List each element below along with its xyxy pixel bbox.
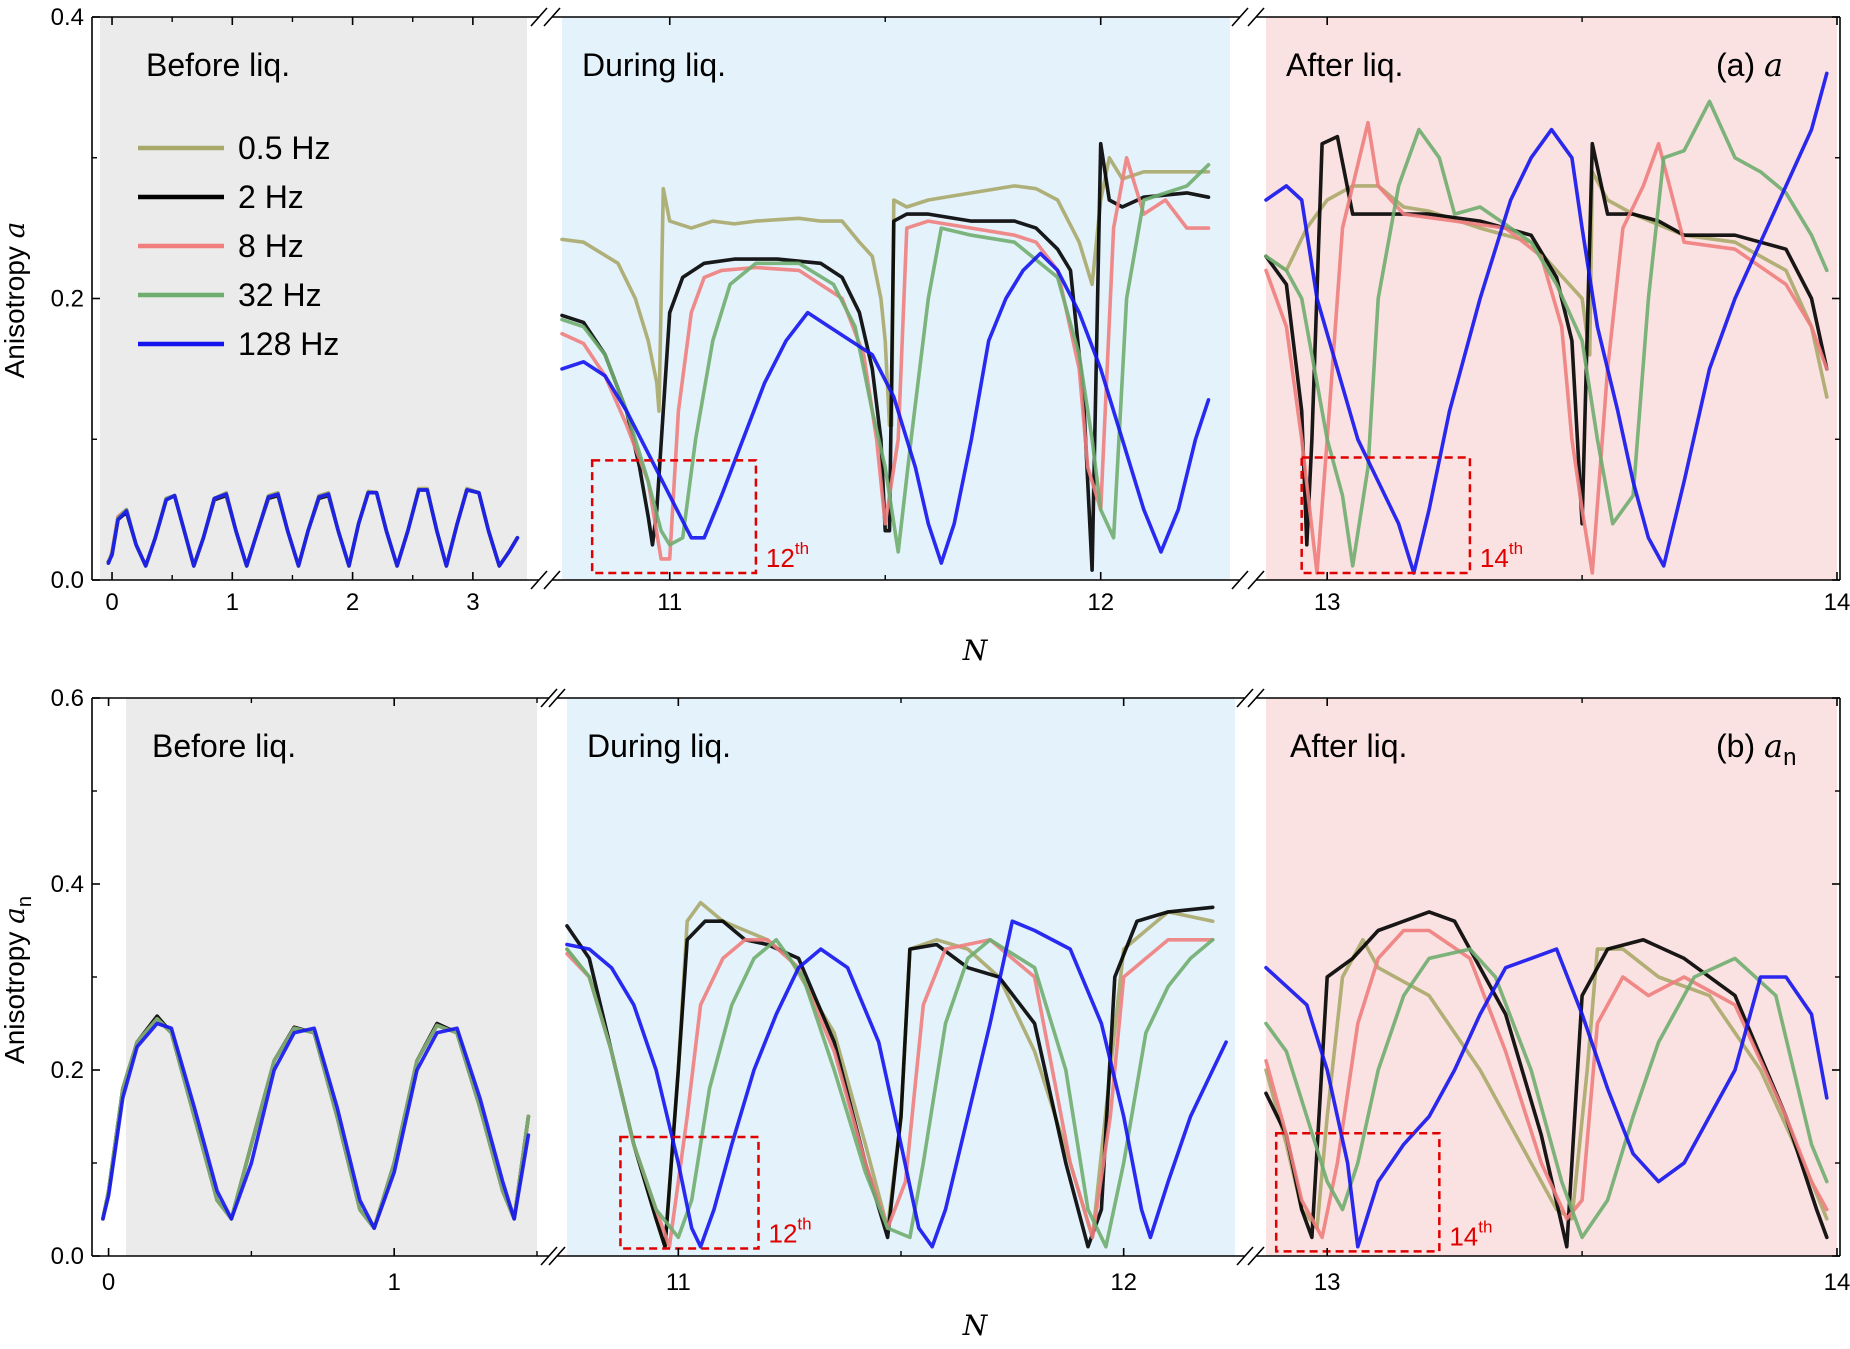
cycle-label-superscript: th: [797, 1215, 811, 1234]
x-tick-label: 0: [105, 589, 118, 616]
data-line: [565, 938, 1215, 1249]
x-tick-label: 12: [1087, 589, 1114, 616]
axis-break-mark: [1236, 688, 1254, 708]
axis-break-mark: [1231, 7, 1249, 27]
axis-break-mark: [1247, 7, 1265, 27]
y-axis-title: Anisotropy a: [0, 222, 31, 379]
data-line: [106, 488, 520, 568]
y-tick-label: 0.4: [51, 871, 84, 898]
panel-symbol-subscript: n: [1783, 744, 1796, 771]
data-line: [1264, 947, 1829, 1249]
y-axis-symbol: a: [0, 907, 31, 924]
y-tick-label: 0.2: [51, 286, 84, 313]
cycle-label-superscript: th: [1478, 1217, 1492, 1236]
phase-background: [1266, 17, 1837, 580]
panel-label: (b) an: [1716, 727, 1796, 771]
phase-label: Before liq.: [146, 47, 290, 83]
data-line: [1264, 947, 1829, 1240]
legend-label: 128 Hz: [238, 326, 339, 362]
phase-label: After liq.: [1290, 728, 1407, 764]
cycle-label-superscript: th: [1509, 539, 1523, 558]
data-line: [101, 1021, 531, 1230]
data-line: [1264, 71, 1829, 575]
panel-b: Before liq. During liq. After liq. 12 th 14 th…: [0, 685, 1850, 1342]
cycle-highlight-box: [590, 459, 758, 575]
panel-a: Before liq. During liq. After liq.12th 14th…: [0, 4, 1850, 667]
x-tick-label: 12: [1110, 1269, 1137, 1296]
axis-break-mark: [530, 570, 548, 590]
data-line: [565, 919, 1228, 1249]
legend-label: 8 Hz: [238, 228, 304, 264]
axis-break-mark: [540, 1246, 558, 1266]
phase-label: Before liq.: [152, 728, 296, 764]
axis-break-mark: [1247, 570, 1265, 590]
axis-break-mark: [548, 1246, 566, 1266]
panel-symbol: a: [1764, 727, 1783, 765]
phase-label: During liq.: [582, 47, 726, 83]
cycle-highlight-box: [619, 1135, 760, 1250]
axis-break-mark: [540, 688, 558, 708]
legend-label: 0.5 Hz: [238, 130, 330, 166]
cycle-highlight-box: [1274, 1131, 1441, 1253]
data-line: [565, 938, 1215, 1249]
data-line: [560, 156, 1211, 561]
cycle-label-superscript: th: [795, 539, 809, 558]
panel-label: (a) a: [1716, 46, 1783, 84]
x-tick-label: 14: [1824, 589, 1850, 616]
series-128-hz: [101, 919, 1829, 1249]
data-line: [1264, 928, 1829, 1240]
axis-break-mark: [530, 7, 548, 27]
axis-break-mark: [543, 570, 561, 590]
y-tick-label: 0.0: [51, 1243, 84, 1270]
legend-label: 32 Hz: [238, 277, 322, 313]
data-line: [1264, 134, 1829, 547]
data-line: [1264, 170, 1829, 399]
legend-label: 2 Hz: [238, 179, 304, 215]
phase-label: After liq.: [1286, 47, 1403, 83]
x-tick-label: 0: [102, 1269, 115, 1296]
x-tick-label: 13: [1314, 589, 1341, 616]
data-line: [1264, 99, 1829, 568]
x-tick-label: 1: [388, 1269, 401, 1296]
data-line: [1264, 938, 1829, 1230]
x-tick-label: 11: [666, 1269, 691, 1296]
y-axis-symbol-subscript: n: [14, 896, 36, 907]
y-tick-label: 0.2: [51, 1057, 84, 1084]
data-line: [560, 163, 1211, 554]
x-tick-label: 11: [657, 589, 682, 616]
x-tick-label: 2: [346, 589, 359, 616]
x-axis-title: N: [962, 1309, 989, 1342]
cycle-highlight-box: [1300, 456, 1472, 575]
x-tick-label: 1: [226, 589, 239, 616]
x-axis-title: N: [962, 634, 989, 667]
axis-break-mark: [1247, 1246, 1265, 1266]
y-tick-label: 0.4: [51, 4, 84, 31]
series-128-hz: [106, 71, 1829, 575]
x-tick-label: 3: [466, 589, 479, 616]
axis-break-mark: [1231, 570, 1249, 590]
axis-break-mark: [543, 7, 561, 27]
axis-break-mark: [548, 688, 566, 708]
data-line: [560, 156, 1211, 427]
data-line: [560, 251, 1211, 565]
phase-label: During liq.: [587, 728, 731, 764]
axis-break-mark: [1247, 688, 1265, 708]
phase-background: [126, 698, 537, 1256]
y-tick-label: 0.6: [51, 685, 84, 712]
y-axis-symbol: a: [0, 222, 31, 239]
x-tick-label: 14: [1824, 1269, 1850, 1296]
x-tick-label: 13: [1314, 1269, 1341, 1296]
panel-symbol: a: [1764, 46, 1783, 84]
axis-break-mark: [1236, 1246, 1254, 1266]
phase-background: [1266, 698, 1837, 1256]
y-tick-label: 0.0: [51, 567, 84, 594]
phase-background: [100, 17, 527, 580]
y-axis-title: Anisotropy an: [0, 896, 36, 1064]
